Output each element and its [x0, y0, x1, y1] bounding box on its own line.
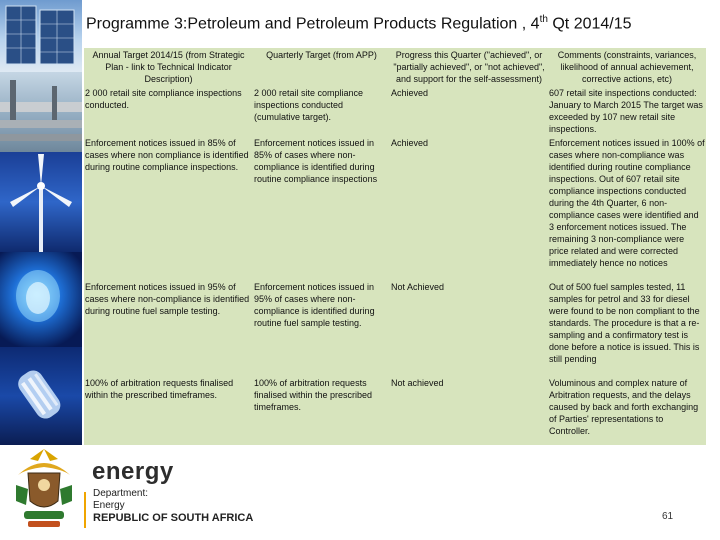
coat-of-arms-logo — [10, 445, 78, 533]
wind-turbine-photo — [0, 152, 82, 252]
cell-progress: Achieved — [391, 88, 429, 98]
pipeline-photo — [0, 72, 82, 152]
cell-annual-target: Enforcement notices issued in 95% of cas… — [85, 282, 250, 316]
cell-comments: Voluminous and complex nature of Arbitra… — [549, 378, 699, 436]
footer — [0, 445, 720, 540]
cell-annual-target: 100% of arbitration requests finalised w… — [85, 378, 234, 400]
table-header-row: Annual Target 2014/15 (from Strategic Pl… — [84, 48, 706, 86]
cell-quarterly-target: Enforcement notices issued in 85% of cas… — [254, 138, 378, 184]
cell-comments: Out of 500 fuel samples tested, 11 sampl… — [549, 282, 700, 364]
cell-progress: Not achieved — [391, 378, 444, 388]
header-comments: Comments (constraints, variances, likeli… — [557, 50, 697, 84]
cell-quarterly-target: 2 000 retail site compliance inspections… — [254, 88, 364, 122]
page-title: Programme 3:Petroleum and Petroleum Prod… — [86, 14, 716, 40]
table-row: 2 000 retail site compliance inspections… — [84, 86, 706, 136]
country-label: REPUBLIC OF SOUTH AFRICA — [93, 512, 254, 524]
cell-progress: Achieved — [391, 138, 429, 148]
footer-divider — [84, 492, 86, 528]
cell-annual-target: Enforcement notices issued in 85% of cas… — [85, 138, 249, 172]
header-quarterly-target: Quarterly Target (from APP) — [266, 50, 377, 60]
gas-flame-photo — [0, 252, 82, 347]
table-row: 100% of arbitration requests finalised w… — [84, 376, 706, 438]
department-name: Energy — [93, 500, 125, 511]
page-number: 61 — [662, 511, 674, 522]
department-heading: Department: — [93, 488, 149, 499]
lightbulb-photo — [0, 347, 82, 445]
title-sup: th — [539, 14, 548, 25]
table-row: Enforcement notices issued in 85% of cas… — [84, 136, 706, 280]
table-row: Enforcement notices issued in 95% of cas… — [84, 280, 706, 376]
title-main: :Petroleum and Petroleum Products Regula… — [182, 15, 540, 33]
cell-annual-target: 2 000 retail site compliance inspections… — [85, 88, 242, 110]
title-prefix: Programme 3 — [86, 15, 183, 33]
header-progress: Progress this Quarter ("achieved", or "p… — [393, 50, 545, 84]
title-suffix: Qt 2014/15 — [547, 15, 632, 33]
cell-quarterly-target: Enforcement notices issued in 95% of cas… — [254, 282, 375, 328]
side-photo-strip — [0, 0, 82, 445]
header-annual-target: Annual Target 2014/15 (from Strategic Pl… — [92, 50, 245, 84]
department-label: Department: Energy — [93, 488, 148, 512]
cell-comments: 607 retail site inspections conducted: J… — [549, 88, 703, 134]
performance-table: Annual Target 2014/15 (from Strategic Pl… — [84, 48, 706, 445]
cell-comments: Enforcement notices issued in 100% of ca… — [549, 138, 705, 268]
cell-quarterly-target: 100% of arbitration requests finalised w… — [254, 378, 373, 412]
energy-wordmark: energy — [92, 458, 174, 485]
cell-progress: Not Achieved — [391, 282, 445, 292]
solar-panel-photo — [0, 0, 82, 72]
